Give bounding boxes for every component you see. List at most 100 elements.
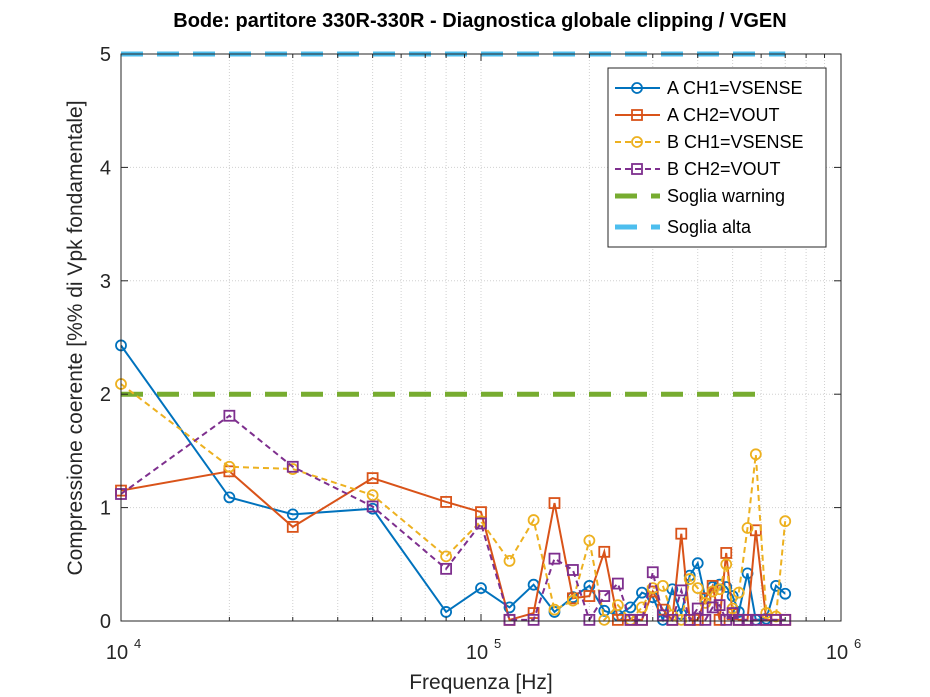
data-point (598, 590, 611, 602)
y-tick-label: 0 (100, 611, 111, 633)
data-point (503, 613, 516, 626)
data-point (646, 585, 659, 598)
data-point (726, 590, 739, 602)
x-tick-label: 10 (466, 642, 488, 664)
data-point (611, 599, 624, 612)
data-point (779, 587, 792, 600)
data-point (440, 496, 453, 508)
data-point (741, 522, 754, 534)
y-axis-label: Compressione coerente [%% di Vpk fondame… (64, 100, 87, 575)
data-point (611, 613, 624, 626)
data-point (706, 601, 719, 614)
x-tick-label: 10 (826, 642, 848, 664)
x-tick-exponent: 4 (134, 636, 141, 651)
data-point (548, 603, 561, 616)
data-point (475, 506, 487, 519)
data-point (366, 472, 379, 485)
data-point (646, 566, 659, 579)
data-point (598, 613, 611, 626)
data-point (503, 601, 516, 614)
data-point (779, 613, 792, 626)
legend-marker (631, 136, 643, 148)
legend-label: Soglia alta (667, 217, 752, 237)
data-point (440, 550, 453, 563)
data-point (749, 448, 762, 461)
series-group (115, 339, 792, 626)
data-point (286, 520, 299, 533)
data-point (503, 554, 516, 567)
data-point (566, 594, 579, 607)
data-point (583, 534, 596, 547)
y-tick-label: 3 (100, 271, 111, 293)
data-point (527, 613, 540, 626)
data-point (732, 613, 745, 626)
data-point (548, 497, 561, 509)
legend-box (607, 67, 827, 248)
data-point (636, 613, 648, 626)
data-point (286, 508, 299, 521)
data-point (475, 582, 487, 595)
data-point (720, 558, 733, 571)
data-point (683, 573, 696, 585)
x-tick-exponent: 5 (494, 636, 501, 651)
data-point (624, 613, 637, 626)
legend-marker (631, 82, 643, 94)
data-point (699, 613, 712, 626)
legend: A CH1=VSENSE A CH2=VOUT B CH1=VSENSE B CH2=… (607, 67, 827, 248)
data-point (779, 515, 792, 528)
data-point (683, 613, 696, 626)
data-point (598, 545, 611, 558)
data-point (366, 489, 379, 502)
data-point (741, 613, 754, 626)
x-tick-exponent: 6 (854, 636, 861, 651)
legend-label: Soglia warning (667, 186, 785, 206)
data-point (223, 491, 236, 504)
data-point (583, 590, 596, 602)
tick-marks (120, 53, 841, 622)
data-point (691, 582, 704, 595)
legend-label: B CH1=VSENSE (667, 132, 804, 152)
data-point (548, 552, 561, 565)
legend-label: A CH2=VOUT (667, 105, 780, 125)
x-tick-label: 10 (106, 642, 128, 664)
data-point (713, 613, 726, 626)
data-point (611, 577, 624, 590)
data-point (598, 604, 611, 617)
data-point (675, 527, 688, 540)
data-point (223, 409, 236, 422)
data-point (713, 583, 726, 596)
data-point (440, 562, 453, 575)
data-point (583, 613, 596, 626)
y-tick-label: 4 (100, 157, 111, 179)
data-point (223, 465, 236, 478)
data-point (675, 613, 688, 626)
data-point (223, 460, 236, 473)
data-point (691, 613, 704, 626)
data-point (720, 547, 733, 559)
y-tick-label: 5 (100, 44, 111, 66)
data-point (636, 601, 648, 614)
data-point (770, 579, 782, 592)
data-point (475, 517, 487, 530)
y-tick-label: 2 (100, 384, 111, 406)
data-point (732, 606, 745, 618)
data-point (675, 584, 688, 597)
data-point (720, 581, 733, 593)
chart-title: Bode: partitore 330R-330R - Diagnostica … (173, 10, 786, 32)
data-point (666, 613, 679, 626)
legend-label: B CH2=VOUT (667, 159, 781, 179)
data-point (691, 557, 704, 570)
y-tick-label: 1 (100, 498, 111, 520)
data-point (366, 500, 379, 513)
legend-marker (631, 109, 643, 121)
legend-marker (631, 163, 643, 175)
data-point (286, 460, 299, 473)
legend-label: A CH1=VSENSE (667, 78, 803, 98)
data-point (732, 586, 745, 599)
data-point (527, 514, 540, 526)
data-point (566, 564, 579, 576)
data-point (691, 602, 704, 615)
x-axis-label: Frequenza [Hz] (409, 671, 553, 694)
data-point (720, 613, 733, 626)
